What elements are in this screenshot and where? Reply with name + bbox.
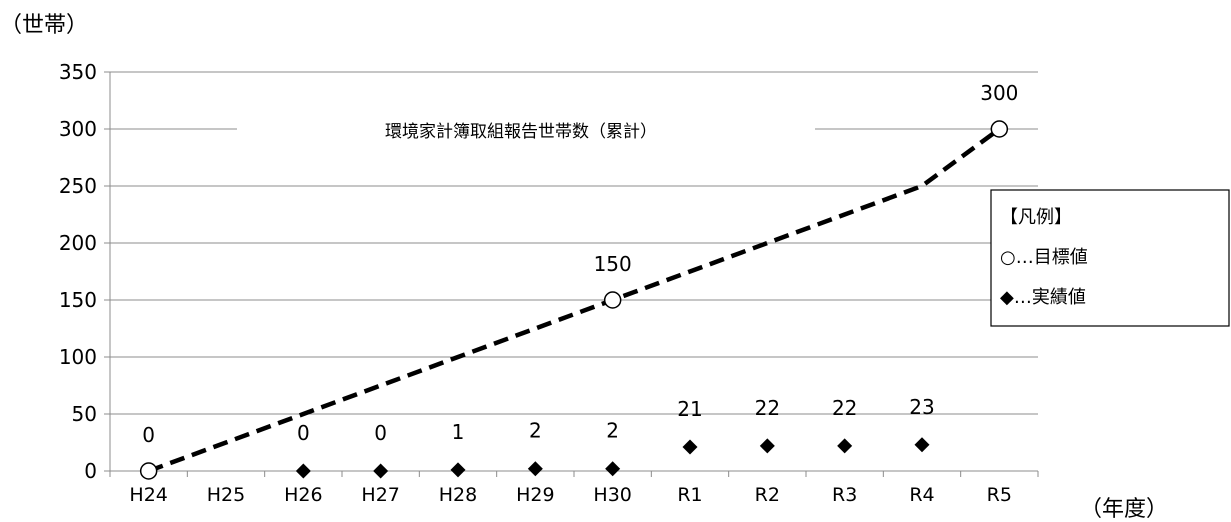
target-label-R5: 300 (980, 81, 1018, 105)
target-marker-H24 (139, 462, 158, 480)
actual-marker-H28 (450, 462, 466, 478)
y-tick-labels: 0 50 100 150 200 250 300 350 (59, 60, 97, 483)
actual-label-H26: 0 (297, 421, 310, 445)
actual-label-H28: 1 (452, 420, 465, 444)
legend-title: 【凡例】 (1000, 207, 1072, 228)
actual-marker-R1 (682, 439, 698, 455)
x-tick-label-R3: R3 (832, 484, 857, 506)
series-markers (139, 120, 1009, 480)
actual-marker-R2 (759, 438, 775, 454)
actual-marker-R4 (914, 437, 930, 453)
actual-marker-H27 (373, 463, 389, 479)
actual-label-R3: 22 (832, 396, 857, 420)
target-marker-R5 (990, 120, 1009, 138)
x-tick-label-H27: H27 (361, 484, 399, 506)
x-tick-label-R1: R1 (677, 484, 702, 506)
x-tick-label-R2: R2 (755, 484, 780, 506)
y-axis-unit: （世帯） (0, 13, 88, 38)
target-marker-H30 (603, 291, 622, 309)
y-tick-label-0: 0 (84, 459, 97, 483)
x-tick-label-R5: R5 (987, 484, 1012, 506)
x-tick-labels: H24 H25 H26 H27 H28 H29 H30 R1 R2 R3 R4 R5 (129, 484, 1012, 506)
x-tick-label-H29: H29 (516, 484, 554, 506)
target-label-H24: 0 (142, 423, 155, 447)
target-label-H30: 150 (594, 252, 632, 276)
actual-label-H29: 2 (529, 419, 542, 443)
target-line (147, 127, 1001, 474)
y-tick-label-300: 300 (59, 117, 97, 141)
x-axis-unit: （年度） (1080, 497, 1168, 522)
actual-label-R2: 22 (755, 396, 780, 420)
actual-label-H30: 2 (606, 419, 619, 443)
actual-marker-H30 (605, 461, 621, 477)
y-tick-label-250: 250 (59, 174, 97, 198)
x-tick-label-H24: H24 (129, 484, 167, 506)
x-tick-label-H30: H30 (593, 484, 631, 506)
y-tick-label-150: 150 (59, 288, 97, 312)
y-tick-label-100: 100 (59, 345, 97, 369)
target-series-line (147, 127, 1001, 474)
actual-label-R4: 23 (909, 395, 934, 419)
y-tick-label-50: 50 (72, 402, 97, 426)
actual-marker-H26 (295, 463, 311, 479)
y-tick-label-350: 350 (59, 60, 97, 84)
x-tick-label-H26: H26 (284, 484, 322, 506)
x-tick-label-H25: H25 (207, 484, 245, 506)
chart-title: 環境家計簿取組報告世帯数（累計） (385, 122, 657, 142)
legend: 【凡例】 ○…目標値 ◆…実績値 (990, 189, 1230, 327)
actual-label-H27: 0 (374, 421, 387, 445)
actual-marker-H29 (527, 461, 543, 477)
chart-title-background (237, 116, 815, 144)
legend-entry-target: ○…目標値 (1000, 247, 1088, 268)
legend-entry-actual: ◆…実績値 (1000, 287, 1086, 308)
actual-label-R1: 21 (677, 397, 702, 421)
actual-marker-R3 (837, 438, 853, 454)
x-tick-label-R4: R4 (909, 484, 934, 506)
legend-box (990, 189, 1230, 327)
x-tick-label-H28: H28 (439, 484, 477, 506)
y-tick-label-200: 200 (59, 231, 97, 255)
axes (104, 71, 1039, 477)
